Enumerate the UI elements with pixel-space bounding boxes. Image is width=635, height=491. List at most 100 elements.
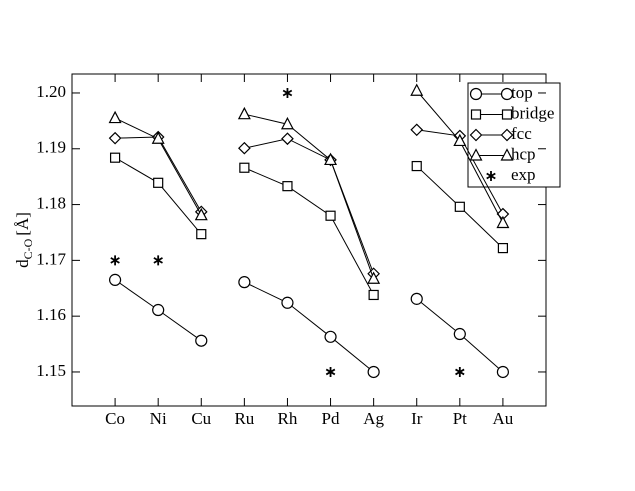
x-tick-label: Ru [234, 409, 254, 428]
marker-shape [500, 148, 514, 161]
data-point [152, 303, 165, 317]
y-axis-label: dC-O [Å] [13, 212, 35, 268]
marker-shape [486, 171, 496, 181]
marker-shape [325, 210, 336, 221]
x-tick-label: Ir [411, 409, 423, 428]
marker-shape [367, 271, 381, 284]
marker-shape [151, 131, 165, 144]
legend-marker [500, 87, 514, 101]
legend-label: fcc [511, 124, 532, 143]
legend-label: top [511, 83, 533, 102]
marker-shape [239, 162, 250, 173]
marker-shape [469, 87, 483, 101]
marker-shape [367, 365, 380, 379]
marker-shape [501, 109, 513, 120]
data-point [153, 177, 164, 188]
marker-shape [108, 273, 122, 286]
data-point [109, 152, 121, 163]
marker-shape [324, 330, 337, 343]
data-point [496, 215, 510, 229]
marker-shape [238, 276, 251, 289]
data-point [282, 181, 293, 192]
legend-marker [486, 171, 496, 181]
data-point [367, 271, 381, 284]
marker-shape [455, 366, 465, 377]
data-point [196, 229, 207, 240]
marker-shape [500, 87, 514, 101]
data-point [153, 255, 163, 266]
legend-label: hcp [511, 144, 536, 163]
y-label-sub: C-O [21, 238, 35, 259]
data-point [410, 292, 423, 305]
marker-shape [153, 255, 163, 266]
x-tick-label: Ag [363, 409, 384, 428]
data-point [454, 201, 465, 212]
marker-shape [325, 366, 336, 377]
y-label-main: d [13, 259, 32, 268]
data-point [281, 296, 294, 309]
marker-shape [410, 292, 423, 305]
y-tick-label: 1.18 [36, 193, 66, 212]
plot-frame [71, 73, 547, 407]
data-point [324, 152, 338, 166]
legend-label: exp [511, 165, 536, 184]
series-line [244, 281, 374, 373]
x-tick-label: Cu [191, 409, 211, 428]
y-tick-label: 1.15 [36, 361, 66, 380]
data-point [110, 255, 120, 266]
data-point [410, 83, 424, 96]
marker-shape [195, 334, 208, 347]
series-line [115, 136, 202, 213]
marker-shape [282, 181, 293, 192]
data-point [411, 160, 422, 172]
marker-shape [109, 152, 121, 163]
data-point [496, 365, 510, 379]
data-point [368, 289, 379, 301]
legend-marker [501, 109, 513, 120]
data-point [194, 207, 208, 221]
marker-shape [470, 109, 482, 120]
data-point [108, 110, 122, 124]
marker-shape [152, 303, 165, 317]
data-point [238, 276, 251, 289]
data-point [151, 131, 165, 144]
marker-shape [238, 141, 251, 155]
data-point [367, 365, 380, 379]
marker-shape [368, 289, 379, 301]
data-point [410, 123, 424, 137]
marker-shape [500, 128, 514, 142]
marker-shape [496, 215, 510, 229]
marker-shape [410, 83, 424, 96]
data-point [238, 141, 251, 155]
marker-shape [194, 207, 208, 221]
series-line [244, 138, 375, 274]
series-line [244, 167, 375, 296]
data-point [325, 366, 336, 377]
marker-shape [108, 110, 122, 124]
data-point [239, 162, 250, 173]
marker-shape [454, 201, 465, 212]
y-tick-label: 1.16 [36, 305, 66, 324]
data-point [108, 273, 122, 286]
marker-shape [411, 160, 422, 172]
legend-marker [469, 128, 483, 142]
data-point [281, 132, 294, 146]
legend-label: bridge [511, 103, 554, 122]
marker-shape [469, 128, 483, 142]
marker-shape [410, 123, 424, 137]
data-point [453, 327, 466, 341]
x-tick-label: Ni [150, 409, 167, 428]
marker-shape [110, 255, 120, 266]
marker-shape [324, 152, 338, 166]
legend-marker [469, 87, 483, 101]
legend-marker [500, 148, 514, 161]
data-point [453, 133, 467, 147]
marker-shape [108, 131, 122, 145]
legend-marker [469, 148, 483, 161]
series-line [244, 113, 375, 279]
marker-shape [469, 148, 483, 161]
x-tick-label: Pd [322, 409, 340, 428]
data-point [237, 106, 251, 120]
y-label-unit: [Å] [13, 212, 32, 236]
y-tick-label: 1.20 [36, 82, 66, 101]
